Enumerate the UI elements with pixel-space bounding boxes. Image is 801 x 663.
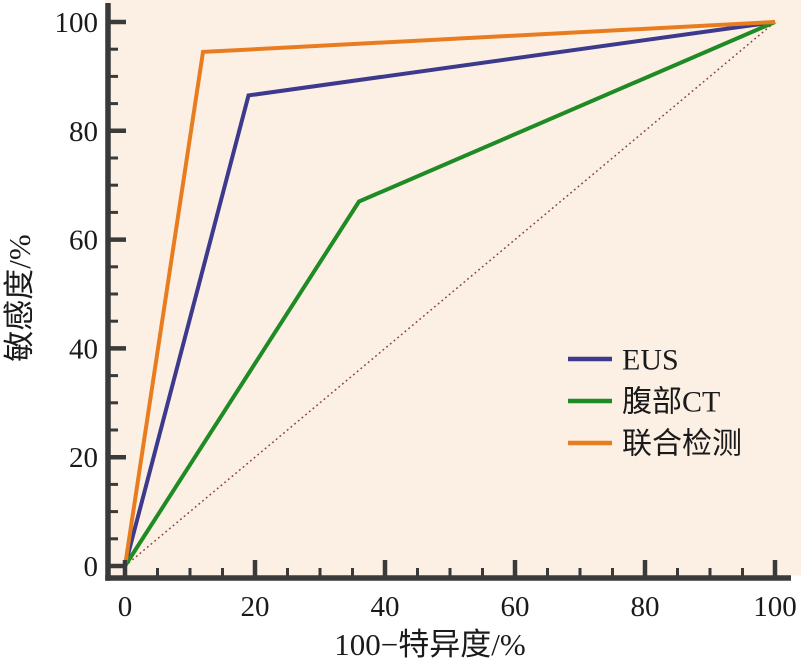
legend: EUS 腹部CT 联合检测 (568, 344, 742, 461)
axes-group (105, 3, 791, 581)
legend-label-2: 联合检测 (622, 428, 742, 461)
y-tick-label: 80 (69, 116, 98, 148)
tick-labels-group: 0 20 40 60 80 100 0 20 40 60 80 100 (55, 7, 797, 623)
y-tick-label: 40 (69, 333, 98, 365)
reference-line-group (124, 21, 776, 567)
series-line-1 (123, 20, 776, 568)
legend-label-1: 腹部CT (622, 386, 720, 419)
reference-diagonal-line (124, 21, 776, 567)
legend-label-0: EUS (622, 344, 679, 377)
x-tick-label: 40 (371, 591, 400, 623)
y-tick-label: 20 (69, 442, 98, 474)
x-tick-label: 0 (118, 591, 133, 623)
x-tick-label: 60 (501, 591, 530, 623)
x-tick-label: 80 (631, 591, 660, 623)
x-tick-label: 100 (753, 591, 797, 623)
x-tick-label: 20 (241, 591, 270, 623)
y-tick-label: 0 (84, 551, 99, 583)
series-line-2 (123, 20, 776, 567)
y-tick-label: 100 (55, 7, 99, 39)
y-axis-title: 敏感度/% (2, 234, 37, 361)
x-axis-title: 100−特异度/% (334, 627, 525, 662)
y-tick-label: 60 (69, 225, 98, 257)
plot-area (105, 0, 801, 576)
series-group (123, 20, 776, 568)
series-line-0 (123, 20, 776, 567)
